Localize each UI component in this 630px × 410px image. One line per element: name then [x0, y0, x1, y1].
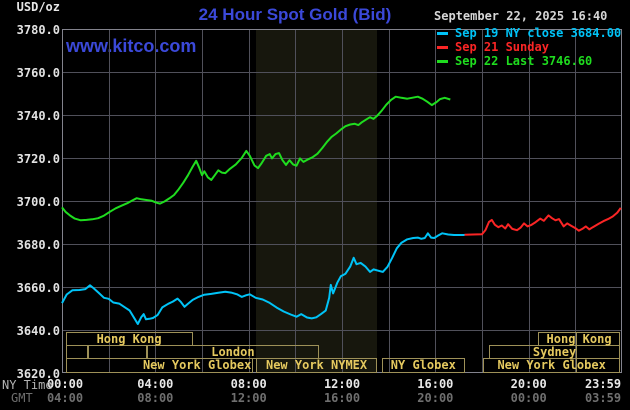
x-tick-label-gmt: 08:00	[137, 390, 174, 405]
session-label: NY Globex	[390, 357, 456, 372]
horizontal-gridline	[62, 244, 622, 245]
x-tick-label-ny: 12:00	[323, 377, 361, 391]
session-box-divider	[576, 359, 578, 372]
chart-timestamp: September 22, 2025 16:40	[434, 9, 608, 23]
x-tick-label-gmt: 04:00	[46, 390, 84, 405]
horizontal-gridline	[62, 201, 622, 202]
x-tick-label-gmt: 00:00	[510, 390, 547, 405]
x-tick-label-ny: 16:00	[417, 377, 454, 391]
y-tick-label: 3620.0	[16, 367, 60, 381]
session-label: New York NYMEX	[265, 357, 368, 372]
session-label: New York Globex	[142, 357, 252, 372]
x-tick-label-gmt: 12:00	[230, 390, 267, 405]
legend-sep21: Sep 21 Sunday	[437, 40, 621, 54]
session-box: Hong Kong	[538, 331, 621, 346]
horizontal-gridline	[62, 115, 622, 116]
x-tick-label-ny: 00:00	[46, 377, 84, 391]
legend-label: Sep 19 NY close 3684.00	[455, 26, 622, 40]
legend: Sep 19 NY close 3684.00 Sep 21 Sunday Sep …	[437, 26, 621, 68]
series-line-sep19	[61, 232, 465, 325]
y-axis-units-label: USD/oz	[16, 0, 60, 14]
y-tick-label: 3700.0	[16, 195, 60, 209]
x-tick-label-ny: 08:00	[230, 377, 267, 391]
horizontal-gridline	[62, 158, 622, 159]
y-tick-label: 3740.0	[16, 109, 60, 123]
session-box: NY Globex	[381, 357, 465, 373]
x-tick-label-gmt: 03:59	[584, 390, 622, 405]
gmt-axis-label: GMT	[11, 391, 33, 405]
session-box-divider	[576, 333, 578, 345]
legend-sep22: Sep 22 Last 3746.60	[437, 54, 621, 68]
session-box-divider	[576, 346, 578, 358]
series-line-sep21	[464, 207, 622, 236]
series-line-sep22	[61, 95, 451, 222]
session-label: Hong Kong	[546, 331, 612, 346]
horizontal-gridline	[62, 287, 622, 288]
y-tick-label: 3660.0	[16, 281, 60, 295]
session-box: New York Globex	[65, 357, 254, 373]
session-box: New York NYMEX	[255, 357, 378, 373]
legend-dash-icon	[437, 59, 448, 63]
session-label: Hong Kong	[96, 331, 162, 346]
horizontal-gridline	[62, 330, 622, 331]
x-tick-label-gmt: 20:00	[417, 390, 454, 405]
session-label: Sydney	[532, 344, 577, 359]
session-box: New York Globex	[483, 357, 621, 373]
session-label: London	[211, 344, 255, 359]
y-tick-label: 3720.0	[16, 152, 60, 166]
session-label: New York Globex	[497, 357, 606, 372]
chart-title: 24 Hour Spot Gold (Bid)	[198, 5, 392, 24]
x-tick-label-ny: 04:00	[137, 377, 174, 391]
horizontal-gridline	[62, 72, 622, 73]
legend-label: Sep 22 Last 3746.60	[455, 54, 593, 68]
y-tick-label: 3640.0	[16, 324, 60, 338]
x-tick-label-gmt: 16:00	[323, 390, 361, 405]
y-tick-label: 3680.0	[16, 238, 60, 252]
legend-dash-icon	[437, 45, 448, 49]
x-tick-label-ny: 23:59	[584, 377, 622, 391]
x-tick-label-ny: 20:00	[510, 377, 547, 391]
y-tick-label: 3780.0	[16, 23, 60, 37]
y-tick-label: 3760.0	[16, 66, 60, 80]
legend-label: Sep 21 Sunday	[455, 40, 549, 54]
ny-time-axis-label: NY Time	[2, 378, 53, 392]
kitco-watermark: www.kitco.com	[66, 36, 197, 56]
plot-frame	[62, 29, 622, 373]
legend-sep19: Sep 19 NY close 3684.00	[437, 26, 621, 40]
legend-dash-icon	[437, 31, 448, 35]
